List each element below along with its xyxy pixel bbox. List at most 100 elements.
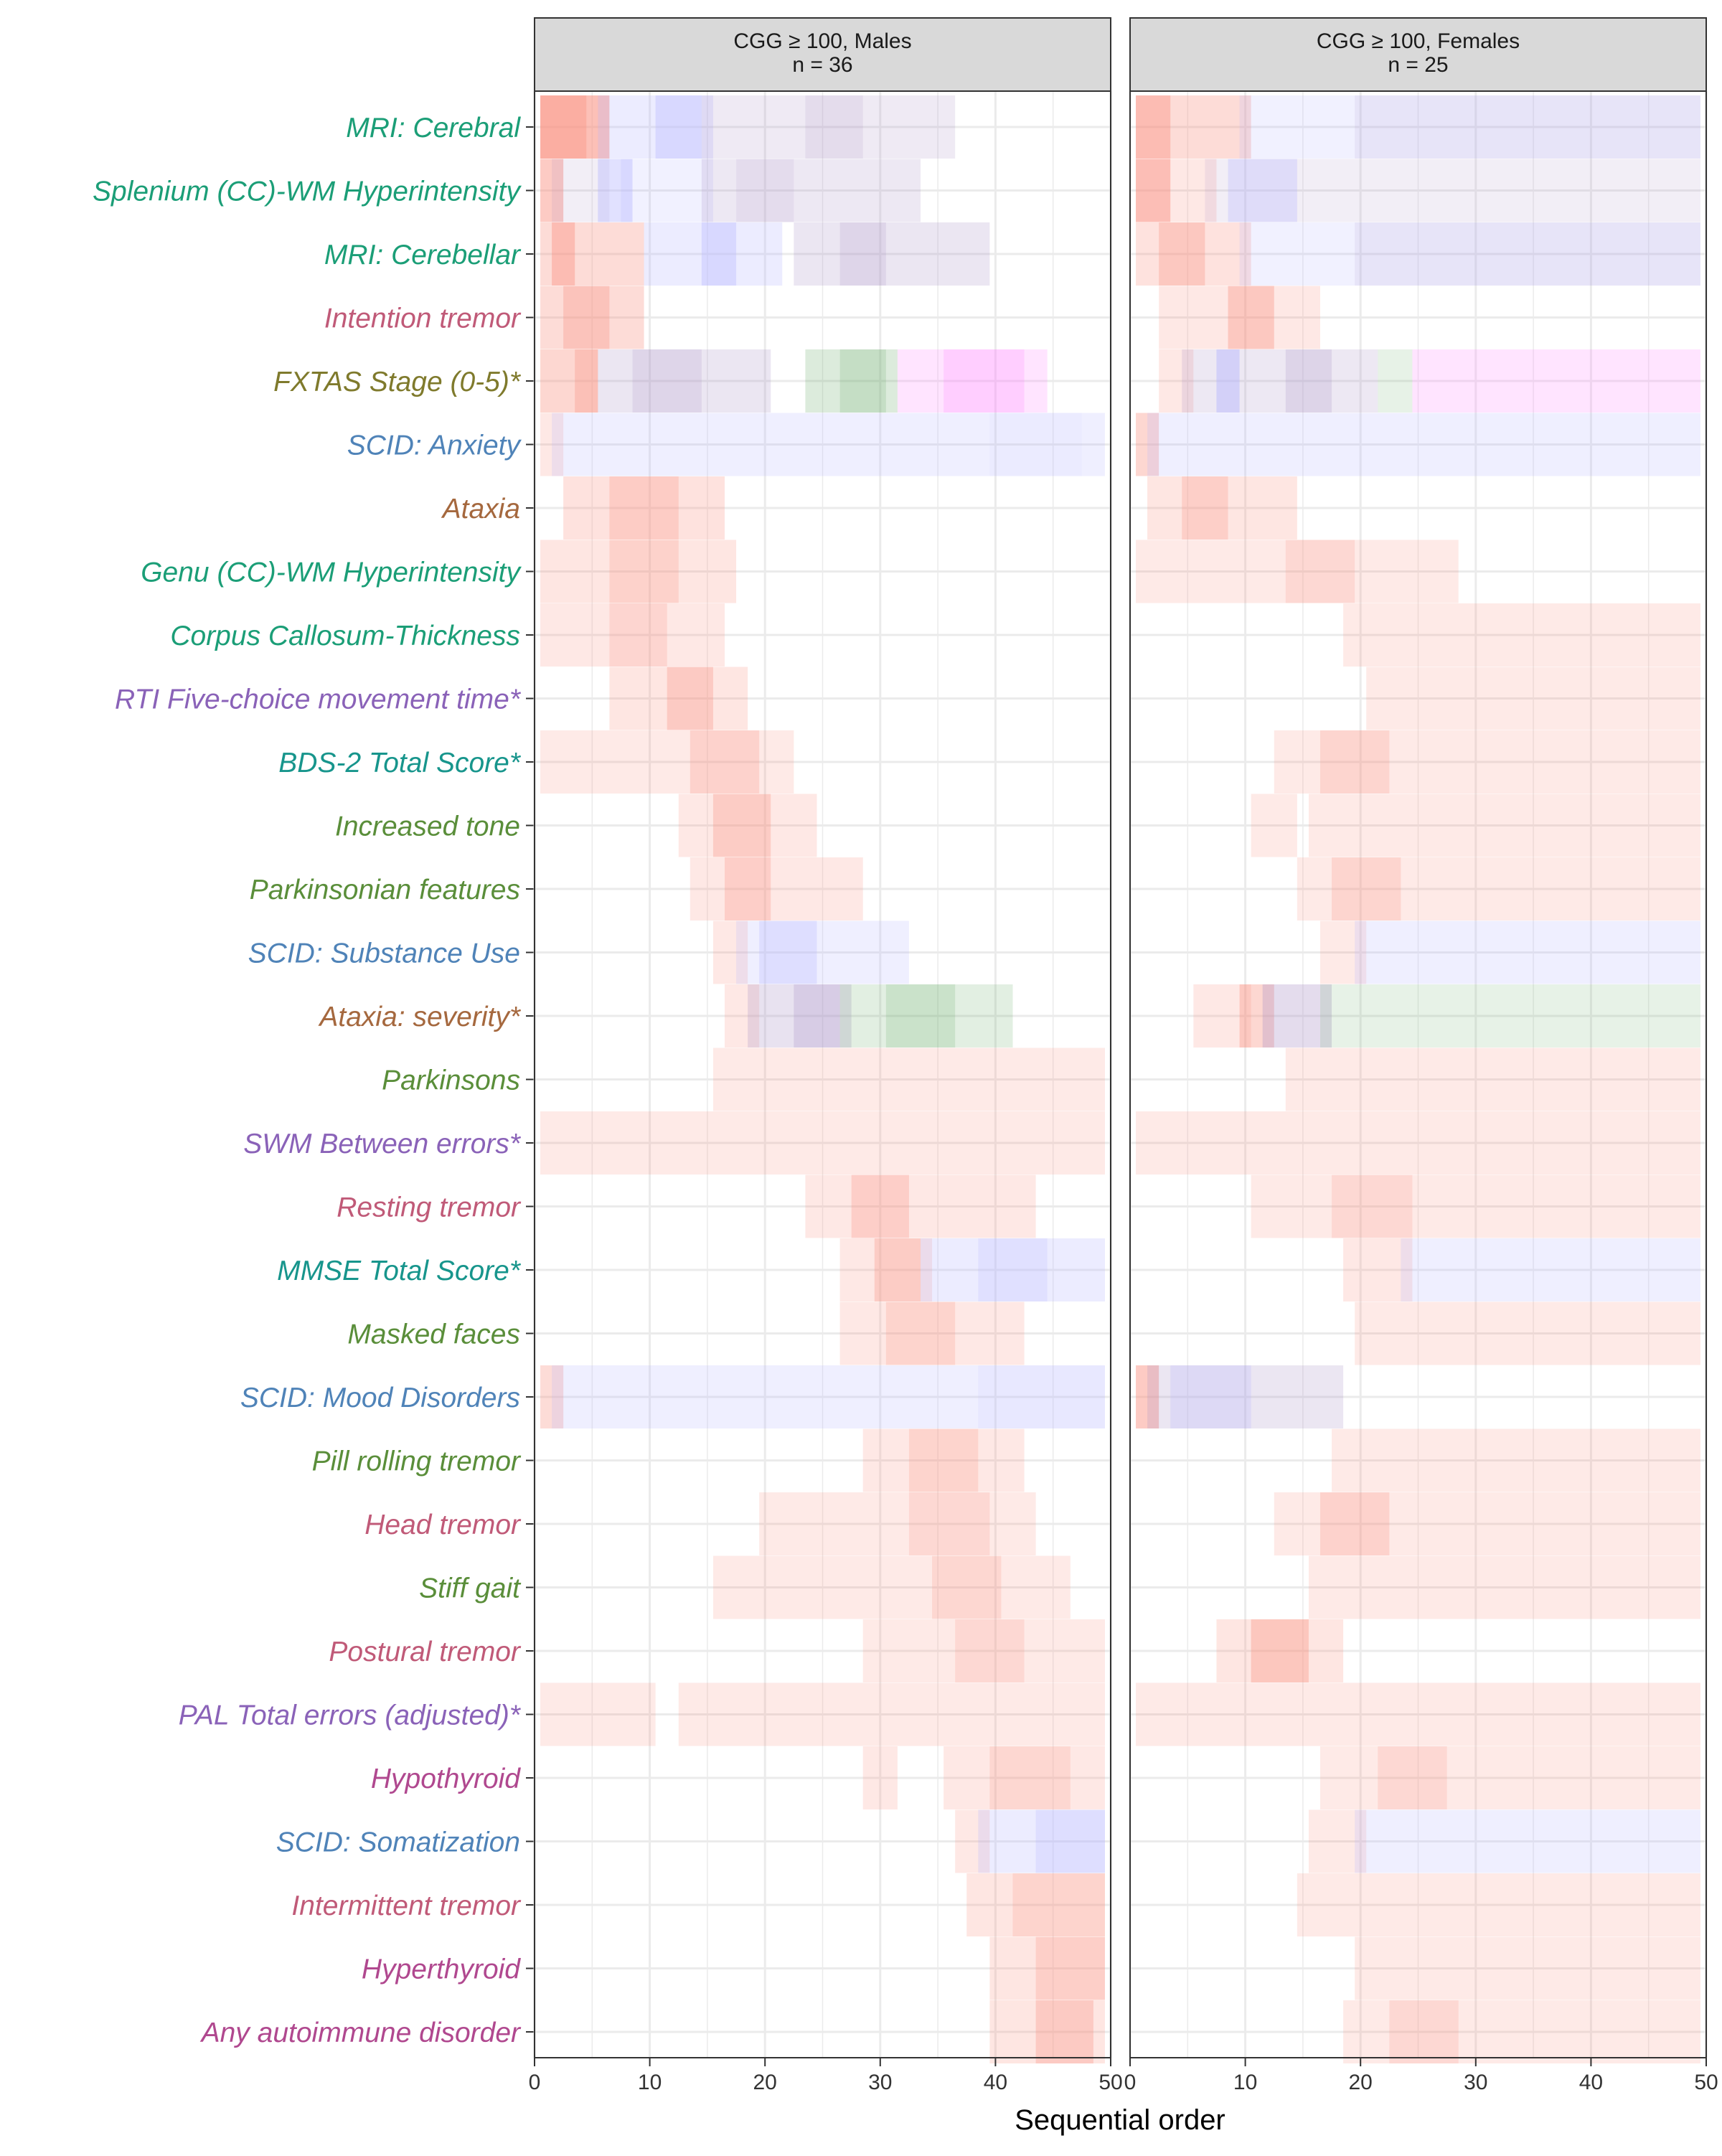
heat-tile [794, 222, 990, 286]
heat-tile [609, 540, 679, 603]
row-label: Increased tone [335, 811, 520, 842]
heat-tile [1251, 1619, 1309, 1682]
row-label: Stiff gait [419, 1573, 522, 1604]
heat-tile [1355, 222, 1700, 286]
row-label: PAL Total errors (adjusted)* [179, 1700, 522, 1731]
heat-tile [1412, 349, 1700, 413]
heat-tile [609, 667, 748, 730]
heat-tile [978, 1809, 1105, 1873]
row-label: Parkinsonian features [250, 875, 520, 905]
heat-tile [1136, 159, 1171, 222]
heat-tile [1319, 921, 1367, 984]
row-label: MMSE Total Score* [277, 1256, 522, 1286]
row-label: Postural tremor [329, 1637, 522, 1667]
heat-tile [552, 222, 575, 286]
heat-tile [955, 1619, 1025, 1682]
heat-tile [1136, 222, 1251, 286]
heat-tile [1136, 413, 1159, 476]
heat-tile [1389, 2000, 1459, 2063]
heat-tile [1228, 286, 1274, 349]
x-tick-label: 10 [638, 2071, 662, 2094]
heat-tile [885, 984, 956, 1048]
heat-tile [1147, 413, 1700, 476]
x-tick-label: 20 [753, 2071, 777, 2094]
heat-tile [598, 159, 633, 222]
heat-tile [897, 349, 1048, 413]
facet-strip-title: CGG ≥ 100, Females [1317, 29, 1520, 53]
heat-tile [1308, 1555, 1700, 1619]
heat-tile [690, 857, 863, 921]
x-tick-label: 30 [1464, 2071, 1487, 2094]
heat-tile [736, 159, 794, 222]
heat-tile [1274, 1492, 1700, 1555]
heat-tile [678, 1682, 1105, 1746]
x-tick-label: 10 [1233, 2071, 1257, 2094]
heat-tile [1136, 1111, 1700, 1174]
heat-tile [1182, 349, 1378, 413]
row-label: Corpus Callosum-Thickness [170, 621, 520, 651]
heat-tile [552, 1365, 1105, 1428]
x-tick-label: 40 [984, 2071, 1007, 2094]
heat-tile [989, 1746, 1071, 1809]
heat-tile [921, 1238, 1105, 1301]
panel-border [534, 90, 1111, 2058]
row-label: Intermittent tremor [291, 1891, 522, 1921]
heat-tile [598, 95, 713, 159]
heat-tile [944, 349, 1025, 413]
x-tick-label: 20 [1349, 2071, 1373, 2094]
heat-tile [748, 984, 852, 1048]
x-tick-label: 30 [868, 2071, 892, 2094]
heat-tile [1136, 159, 1217, 222]
row-label: SWM Between errors* [243, 1129, 522, 1159]
heat-tile [1147, 476, 1297, 540]
heat-tile [1319, 730, 1390, 794]
heat-tile [540, 95, 587, 159]
heat-tile [1308, 794, 1700, 857]
heat-tile [1035, 1936, 1105, 2000]
heat-tile [862, 1619, 1105, 1682]
heat-tile [932, 1555, 1002, 1619]
heat-tile [1136, 95, 1251, 159]
heat-tile [978, 1365, 1105, 1428]
x-tick-label: 0 [529, 2071, 541, 2094]
heat-tile [989, 2000, 1105, 2063]
heat-tile [701, 159, 921, 222]
heat-tile [563, 286, 610, 349]
heat-tile [724, 984, 760, 1048]
heat-tile [1355, 95, 1700, 159]
heat-tile [632, 349, 702, 413]
heat-tile [839, 349, 886, 413]
heat-tile [540, 603, 725, 667]
heat-tile [1012, 1873, 1105, 1936]
x-tick-label: 0 [1124, 2071, 1137, 2094]
row-label: Genu (CC)-WM Hyperintensity [141, 557, 522, 588]
row-label: SCID: Substance Use [248, 938, 520, 969]
heat-tile [885, 1301, 956, 1365]
heat-tile [563, 476, 725, 540]
row-label: Parkinsons [382, 1065, 520, 1096]
heat-tile [540, 540, 737, 603]
heat-tile [540, 349, 598, 413]
heat-tile [851, 1174, 909, 1238]
heat-tile [540, 95, 610, 159]
heat-tile [794, 984, 840, 1048]
heat-tile [805, 349, 898, 413]
heat-tile [1355, 1301, 1700, 1365]
heat-tile [839, 1301, 1025, 1365]
heat-tile [989, 1936, 1105, 2000]
heat-tile [598, 349, 771, 413]
heat-tile [805, 1174, 1036, 1238]
row-label: FXTAS Stage (0-5)* [273, 367, 522, 397]
heat-tile [1319, 984, 1700, 1048]
heat-tile [609, 603, 667, 667]
heat-tile [1182, 476, 1228, 540]
heat-tile [1297, 1873, 1700, 1936]
heat-tile [1136, 540, 1459, 603]
heat-tile [1319, 1746, 1700, 1809]
heat-tile [1274, 730, 1700, 794]
heat-tile [1239, 95, 1700, 159]
heat-tile [839, 1238, 933, 1301]
heat-tile [1159, 349, 1194, 413]
facet-strip-n: n = 36 [792, 53, 852, 77]
